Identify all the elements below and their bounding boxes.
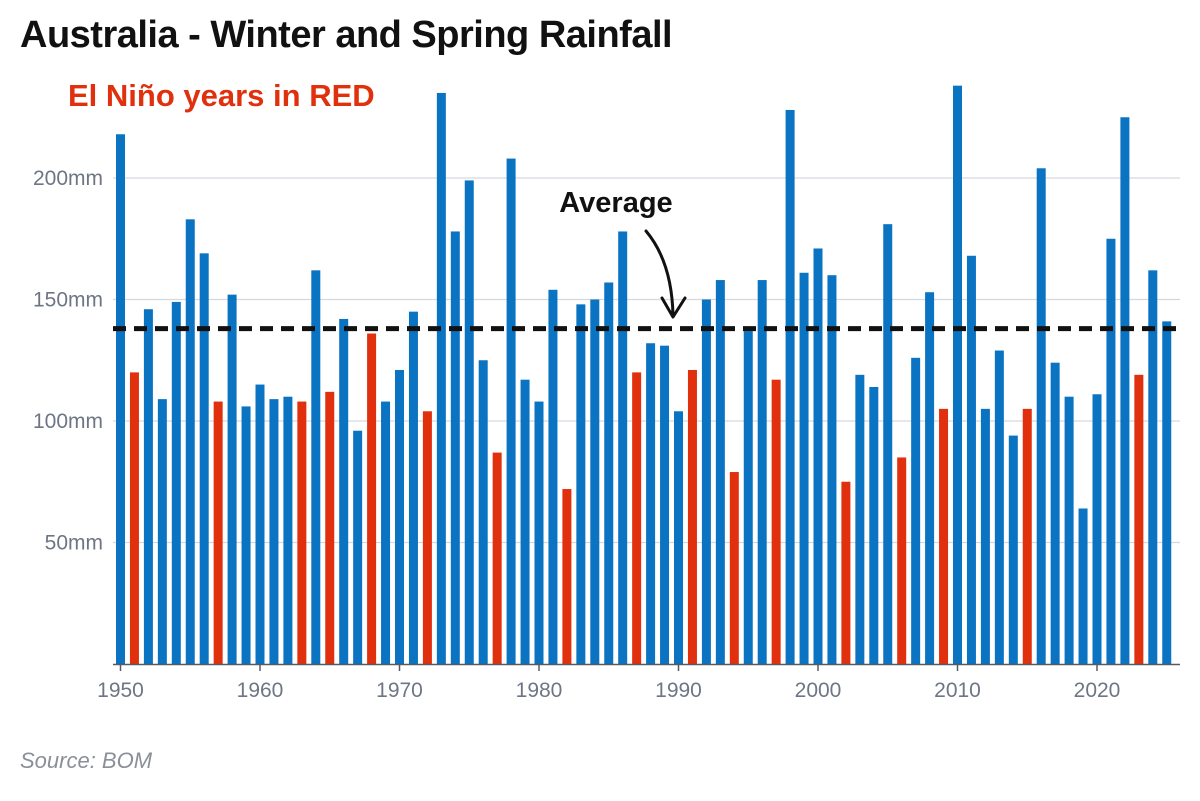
bar-el-nino bbox=[1022, 408, 1032, 664]
bar bbox=[1064, 396, 1074, 664]
bar bbox=[283, 396, 293, 664]
x-tick-label: 1950 bbox=[97, 679, 144, 702]
bar-el-nino bbox=[367, 333, 377, 664]
bar bbox=[715, 280, 725, 664]
bar bbox=[1162, 321, 1172, 664]
bar bbox=[534, 401, 544, 664]
bar bbox=[255, 384, 265, 664]
source-note: Source: BOM bbox=[20, 748, 153, 773]
bar-el-nino bbox=[325, 391, 335, 664]
bar bbox=[911, 357, 921, 664]
bar-el-nino bbox=[729, 472, 739, 664]
bar bbox=[980, 408, 990, 664]
bar-el-nino bbox=[939, 408, 949, 664]
bar bbox=[953, 85, 962, 664]
bar bbox=[1092, 394, 1102, 664]
bar bbox=[395, 369, 404, 664]
y-tick-label: 50mm bbox=[45, 532, 103, 555]
bar bbox=[185, 219, 195, 664]
bar bbox=[813, 248, 823, 664]
bar bbox=[1008, 435, 1018, 664]
bar bbox=[994, 350, 1004, 664]
x-tick-label: 1960 bbox=[237, 679, 284, 702]
y-tick-label: 200mm bbox=[33, 167, 103, 190]
x-tick-label: 2020 bbox=[1074, 679, 1121, 702]
bar bbox=[576, 304, 586, 664]
bar bbox=[269, 399, 279, 664]
average-label: Average bbox=[559, 187, 672, 219]
bar bbox=[869, 386, 879, 664]
bar bbox=[660, 345, 670, 664]
x-tick-label: 1970 bbox=[376, 679, 423, 702]
bar bbox=[1106, 238, 1116, 664]
chart-title: Australia - Winter and Spring Rainfall bbox=[20, 14, 673, 56]
bar bbox=[883, 224, 893, 665]
bar bbox=[506, 158, 516, 664]
bar bbox=[478, 360, 488, 664]
bar bbox=[1148, 270, 1158, 664]
bar bbox=[227, 294, 237, 664]
bar bbox=[520, 379, 530, 664]
bar bbox=[701, 299, 711, 664]
bar bbox=[408, 311, 418, 664]
bar bbox=[450, 231, 460, 664]
bar bbox=[827, 275, 837, 664]
bar bbox=[757, 280, 767, 664]
bar bbox=[199, 253, 209, 664]
bar bbox=[1078, 508, 1088, 664]
bar bbox=[785, 109, 795, 664]
bar-el-nino bbox=[562, 489, 572, 664]
bar bbox=[381, 401, 391, 664]
bar bbox=[618, 231, 628, 664]
bar bbox=[436, 92, 446, 664]
bar-el-nino bbox=[632, 372, 642, 664]
y-tick-label: 100mm bbox=[33, 410, 103, 433]
bar bbox=[464, 180, 474, 664]
bar-el-nino bbox=[492, 452, 502, 664]
bar-el-nino bbox=[213, 401, 223, 664]
bar bbox=[1050, 362, 1060, 664]
bar bbox=[743, 331, 753, 664]
bar bbox=[855, 374, 865, 664]
bar-el-nino bbox=[129, 372, 139, 664]
arrow-down-icon bbox=[644, 229, 687, 319]
bars bbox=[116, 85, 1172, 665]
gridlines: 50mm 100mm 150mm 200mm bbox=[33, 167, 1180, 555]
axes: 1950 1960 1970 1980 1990 2000 2010 2020 bbox=[97, 663, 1180, 702]
x-tick-label: 2000 bbox=[795, 679, 842, 702]
bar bbox=[925, 292, 935, 664]
bar bbox=[1120, 117, 1130, 664]
chart-subtitle: El Niño years in RED bbox=[68, 78, 375, 113]
bar bbox=[674, 411, 683, 664]
bar bbox=[966, 255, 976, 664]
bar bbox=[1036, 168, 1046, 664]
bar bbox=[171, 301, 181, 664]
bar bbox=[311, 270, 321, 664]
bar bbox=[241, 406, 251, 664]
bar bbox=[116, 134, 125, 664]
bar bbox=[646, 343, 656, 664]
bar bbox=[548, 289, 558, 664]
x-tick-label: 2010 bbox=[934, 679, 981, 702]
bar bbox=[157, 399, 167, 664]
bar bbox=[143, 309, 153, 664]
bar bbox=[353, 430, 363, 664]
bar-el-nino bbox=[422, 411, 432, 664]
average-annotation: Average bbox=[113, 187, 1180, 332]
x-tick-label: 1980 bbox=[516, 679, 563, 702]
x-tick-label: 1990 bbox=[655, 679, 702, 702]
bar-el-nino bbox=[841, 481, 851, 664]
bar-el-nino bbox=[1134, 374, 1144, 664]
bar bbox=[604, 282, 614, 664]
bar-el-nino bbox=[897, 457, 907, 664]
bar-el-nino bbox=[771, 379, 781, 664]
bar bbox=[799, 272, 809, 664]
bar bbox=[339, 318, 349, 664]
bar-el-nino bbox=[297, 401, 307, 664]
bar-el-nino bbox=[687, 369, 697, 664]
bar bbox=[590, 299, 600, 664]
y-tick-label: 150mm bbox=[33, 289, 103, 312]
